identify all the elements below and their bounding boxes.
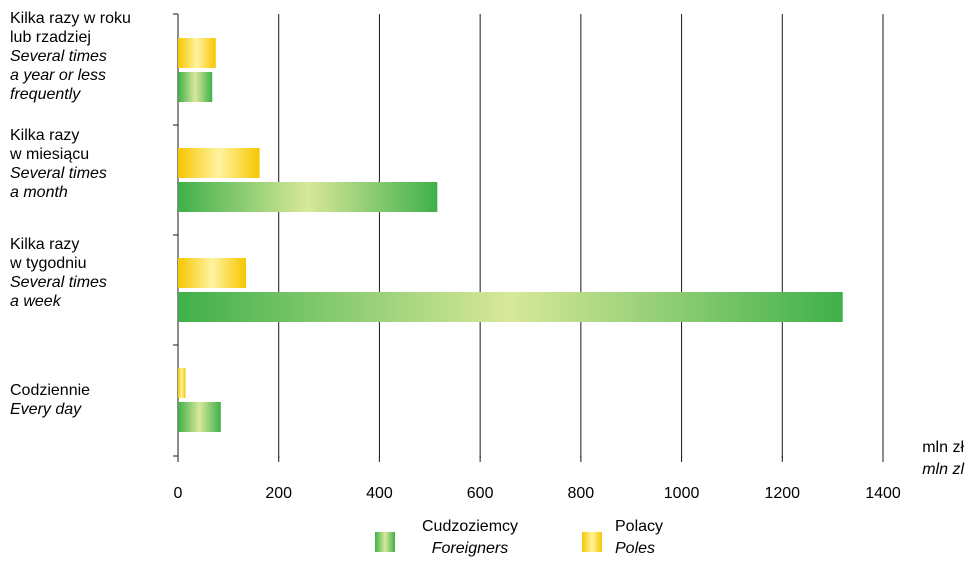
bar-poles-2 bbox=[178, 258, 246, 288]
category-label-en-0-1: a year or less bbox=[10, 67, 106, 84]
category-label-en-3-0: Every day bbox=[10, 401, 82, 418]
legend-swatch-poles bbox=[582, 532, 602, 552]
category-label-pl-2-0: Kilka razy bbox=[10, 236, 79, 253]
category-label-en-1-1: a month bbox=[10, 184, 68, 201]
bar-poles-3 bbox=[178, 368, 186, 398]
category-label-pl-0-1: lub rzadziej bbox=[10, 29, 91, 46]
x-tick-label-200: 200 bbox=[265, 485, 292, 502]
x-tick-label-1000: 1000 bbox=[664, 485, 700, 502]
category-label-en-0-2: frequently bbox=[10, 86, 81, 103]
category-label-en-2-1: a week bbox=[10, 293, 62, 310]
category-label-pl-1-1: w miesiącu bbox=[9, 146, 89, 163]
x-tick-label-800: 800 bbox=[568, 485, 595, 502]
category-label-en-1-0: Several times bbox=[10, 165, 107, 182]
bar-foreigners-2 bbox=[178, 292, 843, 322]
category-label-pl-3-0: Codziennie bbox=[10, 382, 90, 399]
x-tick-label-1200: 1200 bbox=[764, 485, 800, 502]
unit-label: mln zł mln zl bbox=[922, 439, 964, 478]
category-label-pl-2-1: w tygodniu bbox=[9, 255, 87, 272]
bar-foreigners-0 bbox=[178, 72, 213, 102]
legend-swatch-foreigners bbox=[375, 532, 395, 552]
legend-label-pl-poles: Polacy bbox=[615, 518, 663, 535]
x-tick-labels: 0 200 400 600 800 1000 1200 1400 bbox=[174, 485, 901, 502]
grid-lines bbox=[278, 14, 884, 458]
category-label-en-0-0: Several times bbox=[10, 48, 107, 65]
bars bbox=[178, 38, 843, 432]
legend-label-en-foreigners: Foreigners bbox=[432, 540, 508, 557]
y-axis bbox=[173, 13, 884, 462]
bar-foreigners-1 bbox=[178, 182, 438, 212]
x-tick-label-0: 0 bbox=[174, 485, 183, 502]
unit-label-pl: mln zł bbox=[922, 439, 964, 456]
category-label-pl-1-0: Kilka razy bbox=[10, 127, 79, 144]
bar-foreigners-3 bbox=[178, 402, 221, 432]
unit-label-en: mln zl bbox=[922, 461, 964, 478]
legend-label-en-poles: Poles bbox=[615, 540, 655, 557]
x-tick-label-1400: 1400 bbox=[865, 485, 901, 502]
category-label-pl-0-0: Kilka razy w roku bbox=[10, 10, 131, 27]
legend-label-pl-foreigners: Cudzoziemcy bbox=[422, 518, 518, 535]
legend: Cudzoziemcy Foreigners Polacy Poles bbox=[375, 518, 663, 557]
x-tick-label-600: 600 bbox=[467, 485, 494, 502]
category-labels: Kilka razy w roku lub rzadziej Several tim… bbox=[9, 10, 131, 418]
category-label-en-2-0: Several times bbox=[10, 274, 107, 291]
bar-poles-1 bbox=[178, 148, 260, 178]
bar-poles-0 bbox=[178, 38, 216, 68]
x-tick-label-400: 400 bbox=[366, 485, 393, 502]
